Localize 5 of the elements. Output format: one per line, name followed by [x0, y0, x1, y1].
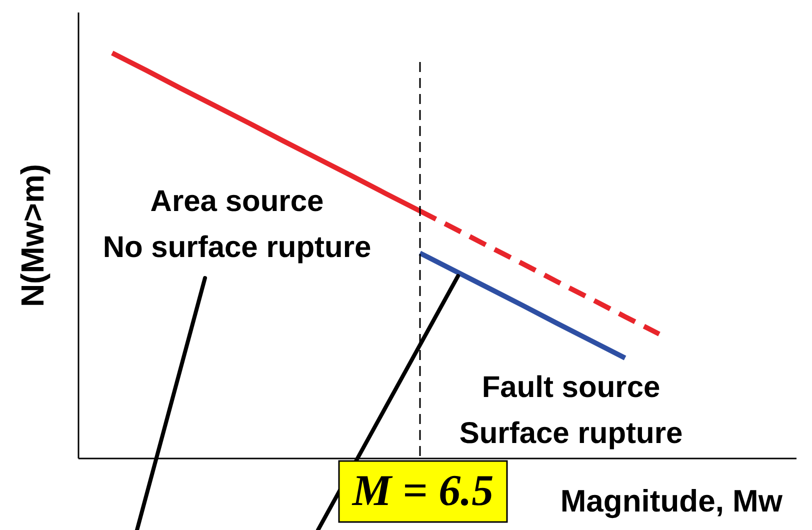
x-axis-title: Magnitude, Mw — [560, 484, 784, 518]
annotation: Area source No surface rupture — [102, 185, 372, 264]
text: M = 6.5 — [351, 466, 494, 515]
annotation: Fault source Surface rupture — [459, 371, 683, 450]
y-axis-title: N(Mw>m) — [14, 164, 50, 308]
